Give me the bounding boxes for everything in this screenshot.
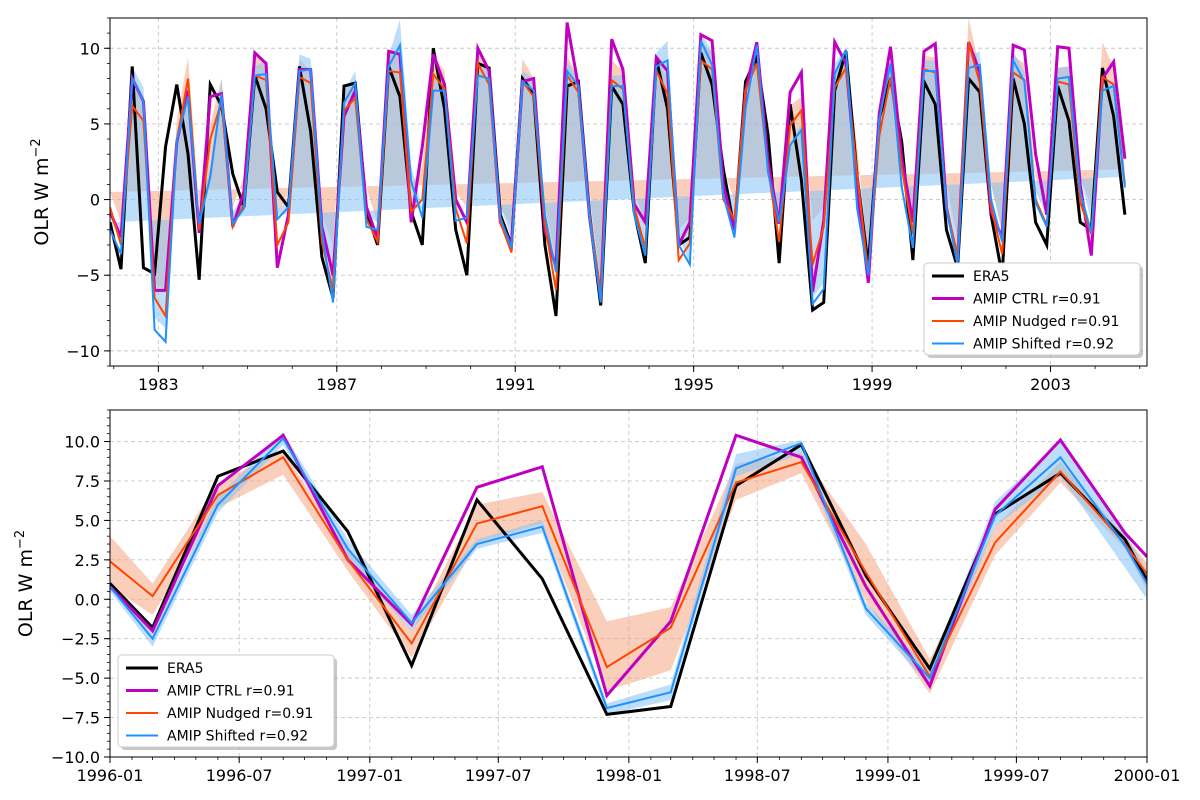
shifted-series-line <box>110 436 1147 710</box>
y-tick-label: −5.0 <box>61 669 100 688</box>
x-tick-label: 1999-07 <box>983 766 1050 785</box>
top-panel: −10 −5 0 5 10 1983 1987 1991 1995 1999 2003 OLR W m… <box>29 17 1148 394</box>
y-tick-label: −10.0 <box>51 748 100 767</box>
x-tick-label: 1997-07 <box>465 766 532 785</box>
x-tick-label: 1995 <box>673 375 714 394</box>
x-tick-label: 2000-01 <box>1114 766 1181 785</box>
x-tick-label: 1983 <box>138 375 179 394</box>
y-tick-label: 5.0 <box>75 511 100 530</box>
y-tick-label: 0 <box>90 191 100 210</box>
shifted-spread-band <box>110 19 1125 329</box>
ctrl-legend-label: AMIP CTRL r=0.91 <box>973 292 1101 308</box>
axes-frame <box>109 17 1148 367</box>
y-tick-label: 2.5 <box>75 551 100 570</box>
y-axis-label: OLR W m−2 <box>13 530 37 637</box>
nudged-series-line <box>110 455 1147 679</box>
legend-box <box>117 654 335 748</box>
x-tick-label: 1999-01 <box>854 766 921 785</box>
y-tick-label: −5 <box>76 266 100 285</box>
x-tick-label: 1998-01 <box>595 766 662 785</box>
ctrl-series-line <box>110 432 1147 699</box>
y-tick-label: −2.5 <box>61 630 100 649</box>
x-tick-label: 1996-01 <box>77 766 144 785</box>
legend: ERA5 AMIP CTRL r=0.91 AMIP Nudged r=0.91 AM… <box>923 262 1143 358</box>
y-tick-label: −10 <box>66 342 100 361</box>
y-tick-label: 0.0 <box>75 590 100 609</box>
x-tick-label: 1987 <box>316 375 357 394</box>
x-tick-label: 1997-01 <box>336 766 403 785</box>
legend-box <box>923 262 1141 356</box>
x-tick-label: 2003 <box>1030 375 1071 394</box>
nudged-legend-label: AMIP Nudged r=0.91 <box>167 706 313 722</box>
y-tick-label: −7.5 <box>61 709 100 728</box>
y-tick-label: 5 <box>90 115 100 134</box>
y-tick-label: 7.5 <box>75 472 100 491</box>
era5-legend-label: ERA5 <box>973 269 1010 285</box>
x-tick-label: 1998-07 <box>724 766 791 785</box>
nudged-legend-label: AMIP Nudged r=0.91 <box>973 314 1119 330</box>
plot-area <box>110 18 1127 345</box>
shifted-series-line <box>110 40 1126 345</box>
nudged-spread-band <box>110 451 1147 694</box>
era5-legend-label: ERA5 <box>167 661 204 677</box>
plot-area <box>110 432 1147 717</box>
x-tick-label: 1999 <box>852 375 893 394</box>
legend: ERA5 AMIP CTRL r=0.91 AMIP Nudged r=0.91 AM… <box>117 654 337 750</box>
y-tick-label: 10 <box>80 39 100 58</box>
era5-series-line <box>110 47 1127 317</box>
x-tick-label: 1991 <box>495 375 536 394</box>
shifted-legend-label: AMIP Shifted r=0.92 <box>167 729 308 745</box>
bottom-panel: −10.0 −7.5 −5.0 −2.5 0.0 2.5 5.0 7.5 10.0 1996-01… <box>13 409 1181 785</box>
x-tick-label: 1996-07 <box>206 766 273 785</box>
ctrl-legend-label: AMIP CTRL r=0.91 <box>167 684 295 700</box>
y-tick-label: 10.0 <box>64 433 100 452</box>
shifted-legend-label: AMIP Shifted r=0.92 <box>973 337 1114 353</box>
nudged-series-line <box>110 41 1126 320</box>
y-axis-label: OLR W m−2 <box>29 138 53 245</box>
